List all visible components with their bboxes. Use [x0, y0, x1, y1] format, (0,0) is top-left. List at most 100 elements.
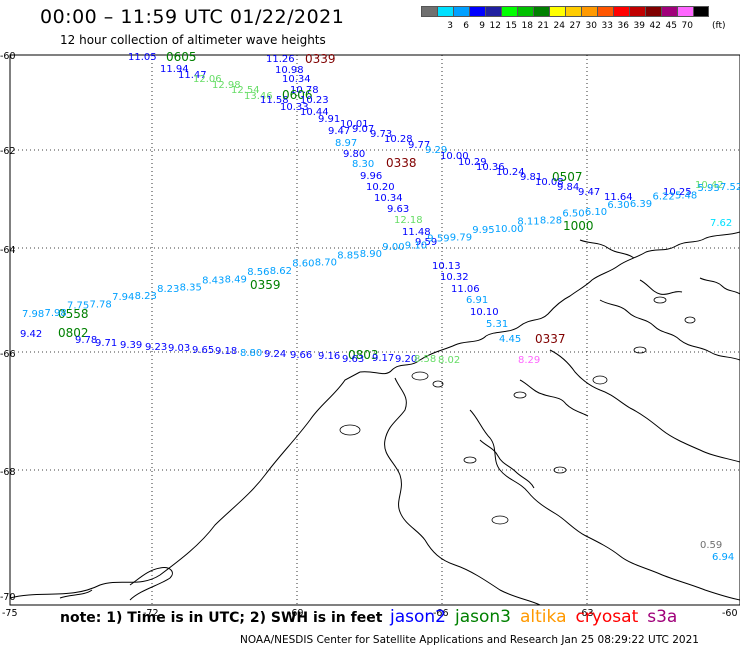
- scale-swatch: [645, 6, 661, 17]
- lon-label: -72: [143, 608, 159, 619]
- scale-label: 3: [447, 21, 453, 31]
- wave-value: 9.78: [75, 335, 97, 346]
- wave-value: 8.58: [414, 354, 436, 365]
- wave-value: 9.24: [264, 349, 286, 360]
- wave-value: 10.34: [282, 74, 311, 85]
- track-point-value: 6.30: [607, 200, 629, 211]
- wave-value: 4.45: [499, 334, 521, 345]
- wave-value: 9.23: [145, 342, 167, 353]
- wave-value: 12.98: [212, 80, 241, 91]
- wave-value: 11.47: [178, 70, 207, 81]
- scale-swatch: [693, 6, 709, 17]
- wave-value: 10.28: [384, 134, 413, 145]
- wave-value: 8.80: [240, 348, 262, 359]
- track-point-value: 10.00: [495, 224, 524, 235]
- wave-value: 9.84: [557, 182, 579, 193]
- islands: [339, 296, 696, 525]
- scale-swatch: [517, 6, 533, 17]
- note-text: note: 1) Time is in UTC; 2) SWH is in fe…: [60, 610, 383, 626]
- legend-altika: altika: [520, 607, 567, 627]
- coastline: [9, 231, 740, 606]
- wave-value: 10.32: [440, 272, 469, 283]
- time-label: 0337: [535, 332, 566, 346]
- time-label: 0802: [58, 326, 89, 340]
- lon-label: -63: [578, 608, 594, 619]
- scale-label: 15: [505, 21, 517, 31]
- time-label: 0507: [552, 170, 583, 184]
- track-point-value: 7.52: [720, 182, 740, 193]
- wave-value: 9.39: [120, 340, 142, 351]
- legend-s3a: s3a: [647, 607, 678, 627]
- time-label: 0359: [250, 278, 281, 292]
- track-point-value: 7.98: [45, 308, 67, 319]
- color-scale: [421, 6, 709, 17]
- wave-value: 12.18: [394, 215, 423, 226]
- scale-label: 33: [601, 21, 613, 31]
- page-subtitle: 12 hour collection of altimeter wave hei…: [60, 33, 326, 47]
- lon-label: -75: [2, 608, 18, 619]
- wave-value: 10.29: [458, 157, 487, 168]
- scale-swatch: [677, 6, 693, 17]
- track-point-value: 7.98: [22, 309, 44, 320]
- track-point-value: 7.94: [112, 292, 134, 303]
- wave-value: 9.03: [168, 343, 190, 354]
- wave-value: 9.18: [215, 346, 237, 357]
- wave-value: 9.65: [192, 345, 214, 356]
- scale-label: 27: [569, 21, 581, 31]
- wave-value: 10.23: [300, 95, 329, 106]
- scale-swatch: [549, 6, 565, 17]
- legend-jason3: jason3: [455, 607, 511, 627]
- track-point-value: 8.56: [247, 267, 269, 278]
- time-label: 0339: [305, 52, 336, 66]
- track-point-value: 8.11: [517, 217, 539, 228]
- wave-value: 10.42: [695, 180, 724, 191]
- track-point-value: 5.93: [698, 183, 720, 194]
- wave-value: 9.16: [318, 351, 340, 362]
- time-label: 0338: [386, 156, 417, 170]
- track-point-value: 8.23: [157, 284, 179, 295]
- lon-label: -60: [722, 608, 738, 619]
- wave-value: 10.13: [432, 261, 461, 272]
- time-label: 0606: [282, 88, 313, 102]
- lat-label: -66: [0, 349, 16, 360]
- scale-label: 24: [553, 21, 565, 31]
- wave-value: 9.20: [395, 354, 417, 365]
- wave-value: 9.42: [20, 329, 42, 340]
- track-northeast: 7.98 7.987.75 7.787.94 8.238.23 8.358.43 8.49…: [22, 182, 740, 320]
- scale-swatch: [453, 6, 469, 17]
- track-point-value: 9.95: [472, 225, 494, 236]
- time-label: 0558: [58, 307, 89, 321]
- legend-jason2: jason2: [390, 607, 446, 627]
- wave-value: 9.80: [343, 149, 365, 160]
- legend-cryosat: cryosat: [575, 607, 639, 627]
- wave-value: 10.24: [496, 167, 525, 178]
- wave-value: 7.62: [710, 218, 732, 229]
- wave-value: 12.54: [231, 85, 260, 96]
- scale-swatch: [501, 6, 517, 17]
- scale-swatch: [469, 6, 485, 17]
- track-point-value: 6.22: [653, 192, 675, 203]
- scale-swatch: [533, 6, 549, 17]
- lat-label: -60: [0, 51, 16, 62]
- track-point-value: 9.00: [382, 242, 404, 253]
- track-point-value: 8.35: [180, 283, 202, 294]
- scale-swatch: [661, 6, 677, 17]
- lat-labels: -60 -62 -64 -66 -68 -70: [0, 51, 16, 603]
- wave-value: 10.78: [290, 85, 319, 96]
- wave-value: 11.05: [128, 52, 157, 63]
- wave-value: 11.26: [266, 54, 295, 65]
- track-point-value: 7.78: [90, 299, 112, 310]
- scale-label: 42: [649, 21, 661, 31]
- wave-value: 13.46: [244, 91, 273, 102]
- scale-swatch: [629, 6, 645, 17]
- wave-value: 9.29: [425, 145, 447, 156]
- color-scale-unit: (ft): [712, 21, 726, 31]
- wave-value: 6.94: [712, 552, 734, 563]
- wave-value: 10.20: [366, 182, 395, 193]
- wave-value: 10.44: [300, 107, 329, 118]
- scale-label: 36: [617, 21, 629, 31]
- scale-swatch: [421, 6, 437, 17]
- lat-label: -62: [0, 146, 16, 157]
- wave-value: 9.07: [352, 124, 374, 135]
